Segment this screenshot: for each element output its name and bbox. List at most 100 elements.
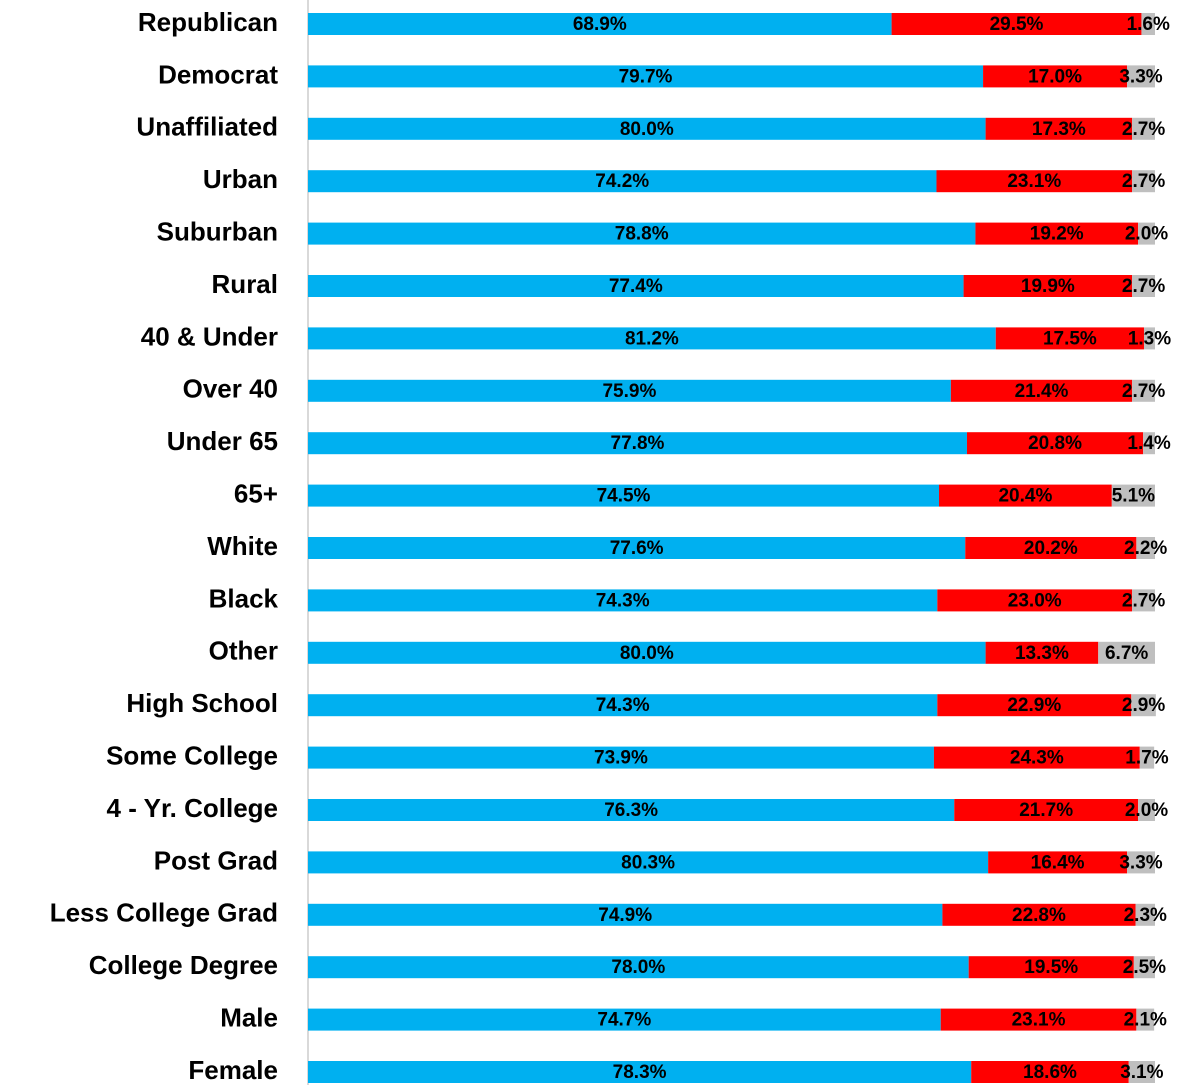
bar-segment (1141, 13, 1155, 35)
bar-segment (308, 65, 984, 88)
bar-segment (308, 117, 986, 140)
bar-segment (937, 589, 1133, 612)
value-label: 2.7% (1122, 171, 1165, 192)
value-label: 23.1% (1007, 171, 1061, 192)
bar-segment (1127, 65, 1155, 88)
value-label: 74.7% (597, 1010, 651, 1031)
value-label: 23.1% (1012, 1010, 1066, 1031)
bar-segment (308, 903, 943, 926)
value-label: 20.4% (998, 486, 1052, 507)
value-label: 1.7% (1125, 748, 1168, 769)
bar-segment (1132, 275, 1155, 297)
value-label: 3.3% (1119, 852, 1162, 873)
bar-segment (971, 1061, 1129, 1083)
bar-segment (937, 694, 1132, 717)
category-label: High School (126, 688, 278, 718)
value-label: 73.9% (594, 748, 648, 769)
value-label: 74.9% (598, 905, 652, 926)
value-label: 80.0% (620, 643, 674, 664)
value-label: 80.0% (620, 119, 674, 140)
category-label: Less College Grad (50, 898, 278, 928)
bar-segment (995, 327, 1144, 350)
bar-segment (1132, 589, 1155, 612)
bar-segment (308, 13, 892, 35)
value-label: 16.4% (1031, 852, 1085, 873)
value-label: 2.7% (1122, 381, 1165, 402)
category-label: Suburban (157, 216, 278, 246)
category-label: Female (188, 1055, 278, 1085)
value-label: 78.0% (611, 957, 665, 978)
bar-segment (966, 432, 1144, 455)
category-label: Rural (212, 269, 278, 299)
bar-segment (939, 484, 1112, 507)
value-label: 1.4% (1127, 433, 1170, 454)
bar-segment (954, 799, 1139, 821)
category-label: Male (220, 1002, 278, 1032)
value-label: 76.3% (604, 800, 658, 821)
bar-segment (308, 746, 934, 769)
bar-segment (308, 432, 967, 455)
bar-segment (1143, 327, 1155, 350)
value-label: 5.1% (1112, 486, 1155, 507)
bar-segment (1133, 956, 1155, 979)
value-label: 2.5% (1123, 957, 1166, 978)
bar-segment (985, 117, 1133, 140)
value-label: 18.6% (1023, 1062, 1077, 1083)
value-label: 23.0% (1008, 590, 1062, 611)
value-label: 1.3% (1128, 328, 1171, 349)
value-label: 81.2% (625, 328, 679, 349)
bar-segment (308, 1008, 941, 1031)
value-label: 78.3% (613, 1062, 667, 1083)
value-label: 17.5% (1043, 328, 1097, 349)
value-label: 17.3% (1032, 119, 1086, 140)
bar-segment (1128, 1061, 1155, 1083)
bar-segment (1139, 746, 1155, 769)
value-label: 22.8% (1012, 905, 1066, 926)
value-label: 3.3% (1119, 66, 1162, 87)
value-label: 19.2% (1030, 224, 1084, 245)
bar-segment (1098, 641, 1155, 664)
category-label: 4 - Yr. College (107, 793, 278, 823)
bar-segment (308, 275, 964, 297)
bar-segment (988, 851, 1128, 874)
value-label: 2.9% (1122, 695, 1165, 716)
bar-segment (936, 170, 1133, 193)
value-label: 77.6% (610, 538, 664, 559)
value-label: 80.3% (621, 852, 675, 873)
value-label: 20.8% (1028, 433, 1082, 454)
value-label: 1.6% (1127, 14, 1170, 35)
value-label: 78.8% (615, 224, 669, 245)
category-label: Some College (106, 740, 278, 770)
bar-segment (985, 641, 1099, 664)
value-label: 74.5% (597, 486, 651, 507)
bar-segment (1111, 484, 1155, 507)
bar-segment (1132, 117, 1155, 140)
value-label: 2.2% (1124, 538, 1167, 559)
category-label: Over 40 (183, 374, 278, 404)
bar-segment (1136, 537, 1155, 559)
value-label: 2.7% (1122, 119, 1165, 140)
bar-segment (308, 484, 940, 507)
bar-segment (308, 799, 955, 821)
value-label: 2.1% (1124, 1010, 1167, 1031)
value-label: 17.0% (1028, 66, 1082, 87)
value-label: 77.8% (611, 433, 665, 454)
value-label: 77.4% (609, 276, 663, 297)
value-label: 2.0% (1125, 224, 1168, 245)
category-label: Under 65 (167, 426, 278, 456)
bar-segment (1131, 694, 1156, 717)
value-label: 74.3% (596, 695, 650, 716)
value-label: 75.9% (602, 381, 656, 402)
bar-segment (308, 956, 969, 979)
category-label: White (207, 531, 278, 561)
bar-segment (963, 275, 1133, 297)
bar-segment (965, 537, 1137, 559)
category-label: Black (209, 583, 279, 613)
category-label: College Degree (89, 950, 278, 980)
bar-segment (1127, 851, 1155, 874)
value-label: 19.9% (1021, 276, 1075, 297)
bar-segment (1138, 222, 1155, 245)
bar-segment (1135, 903, 1155, 926)
category-label: 40 & Under (141, 321, 278, 351)
